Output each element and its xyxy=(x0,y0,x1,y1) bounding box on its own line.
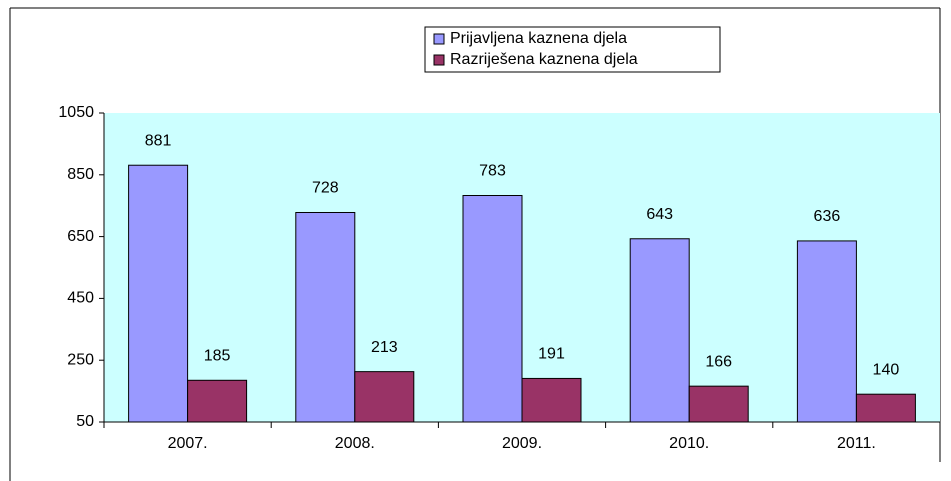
legend-label: Prijavljena kaznena djela xyxy=(450,30,627,47)
data-label: 643 xyxy=(646,206,673,223)
data-label: 783 xyxy=(479,163,506,180)
x-tick-label: 2007. xyxy=(168,435,208,452)
y-tick-label: 250 xyxy=(67,351,94,368)
y-tick-label: 1050 xyxy=(58,104,94,121)
y-tick-label: 50 xyxy=(76,413,94,430)
y-tick-label: 450 xyxy=(67,290,94,307)
data-label: 185 xyxy=(204,348,231,365)
x-tick-label: 2011. xyxy=(837,435,876,452)
bar xyxy=(796,240,857,423)
bar xyxy=(462,195,523,423)
x-tick-label: 2008. xyxy=(335,435,375,452)
bar xyxy=(521,377,582,423)
x-tick-label: 2009. xyxy=(502,435,542,452)
data-label: 728 xyxy=(312,180,339,197)
y-tick-label: 850 xyxy=(67,166,94,183)
data-label: 191 xyxy=(538,346,565,363)
x-tick-label: 2010. xyxy=(669,435,709,452)
bar xyxy=(354,371,415,423)
data-label: 213 xyxy=(371,339,398,356)
bar xyxy=(688,385,749,423)
bar xyxy=(295,211,356,423)
bar xyxy=(128,164,189,423)
data-label: 140 xyxy=(873,361,900,378)
y-tick-label: 650 xyxy=(67,228,94,245)
bar xyxy=(629,238,690,423)
data-label: 636 xyxy=(814,208,841,225)
data-label: 166 xyxy=(705,353,732,370)
legend xyxy=(424,26,721,73)
data-label: 881 xyxy=(145,132,172,149)
legend-swatch xyxy=(433,33,445,45)
legend-swatch xyxy=(433,54,445,66)
bar xyxy=(187,379,248,423)
legend-label: Razriješena kaznena djela xyxy=(450,51,638,68)
bar xyxy=(855,393,916,423)
